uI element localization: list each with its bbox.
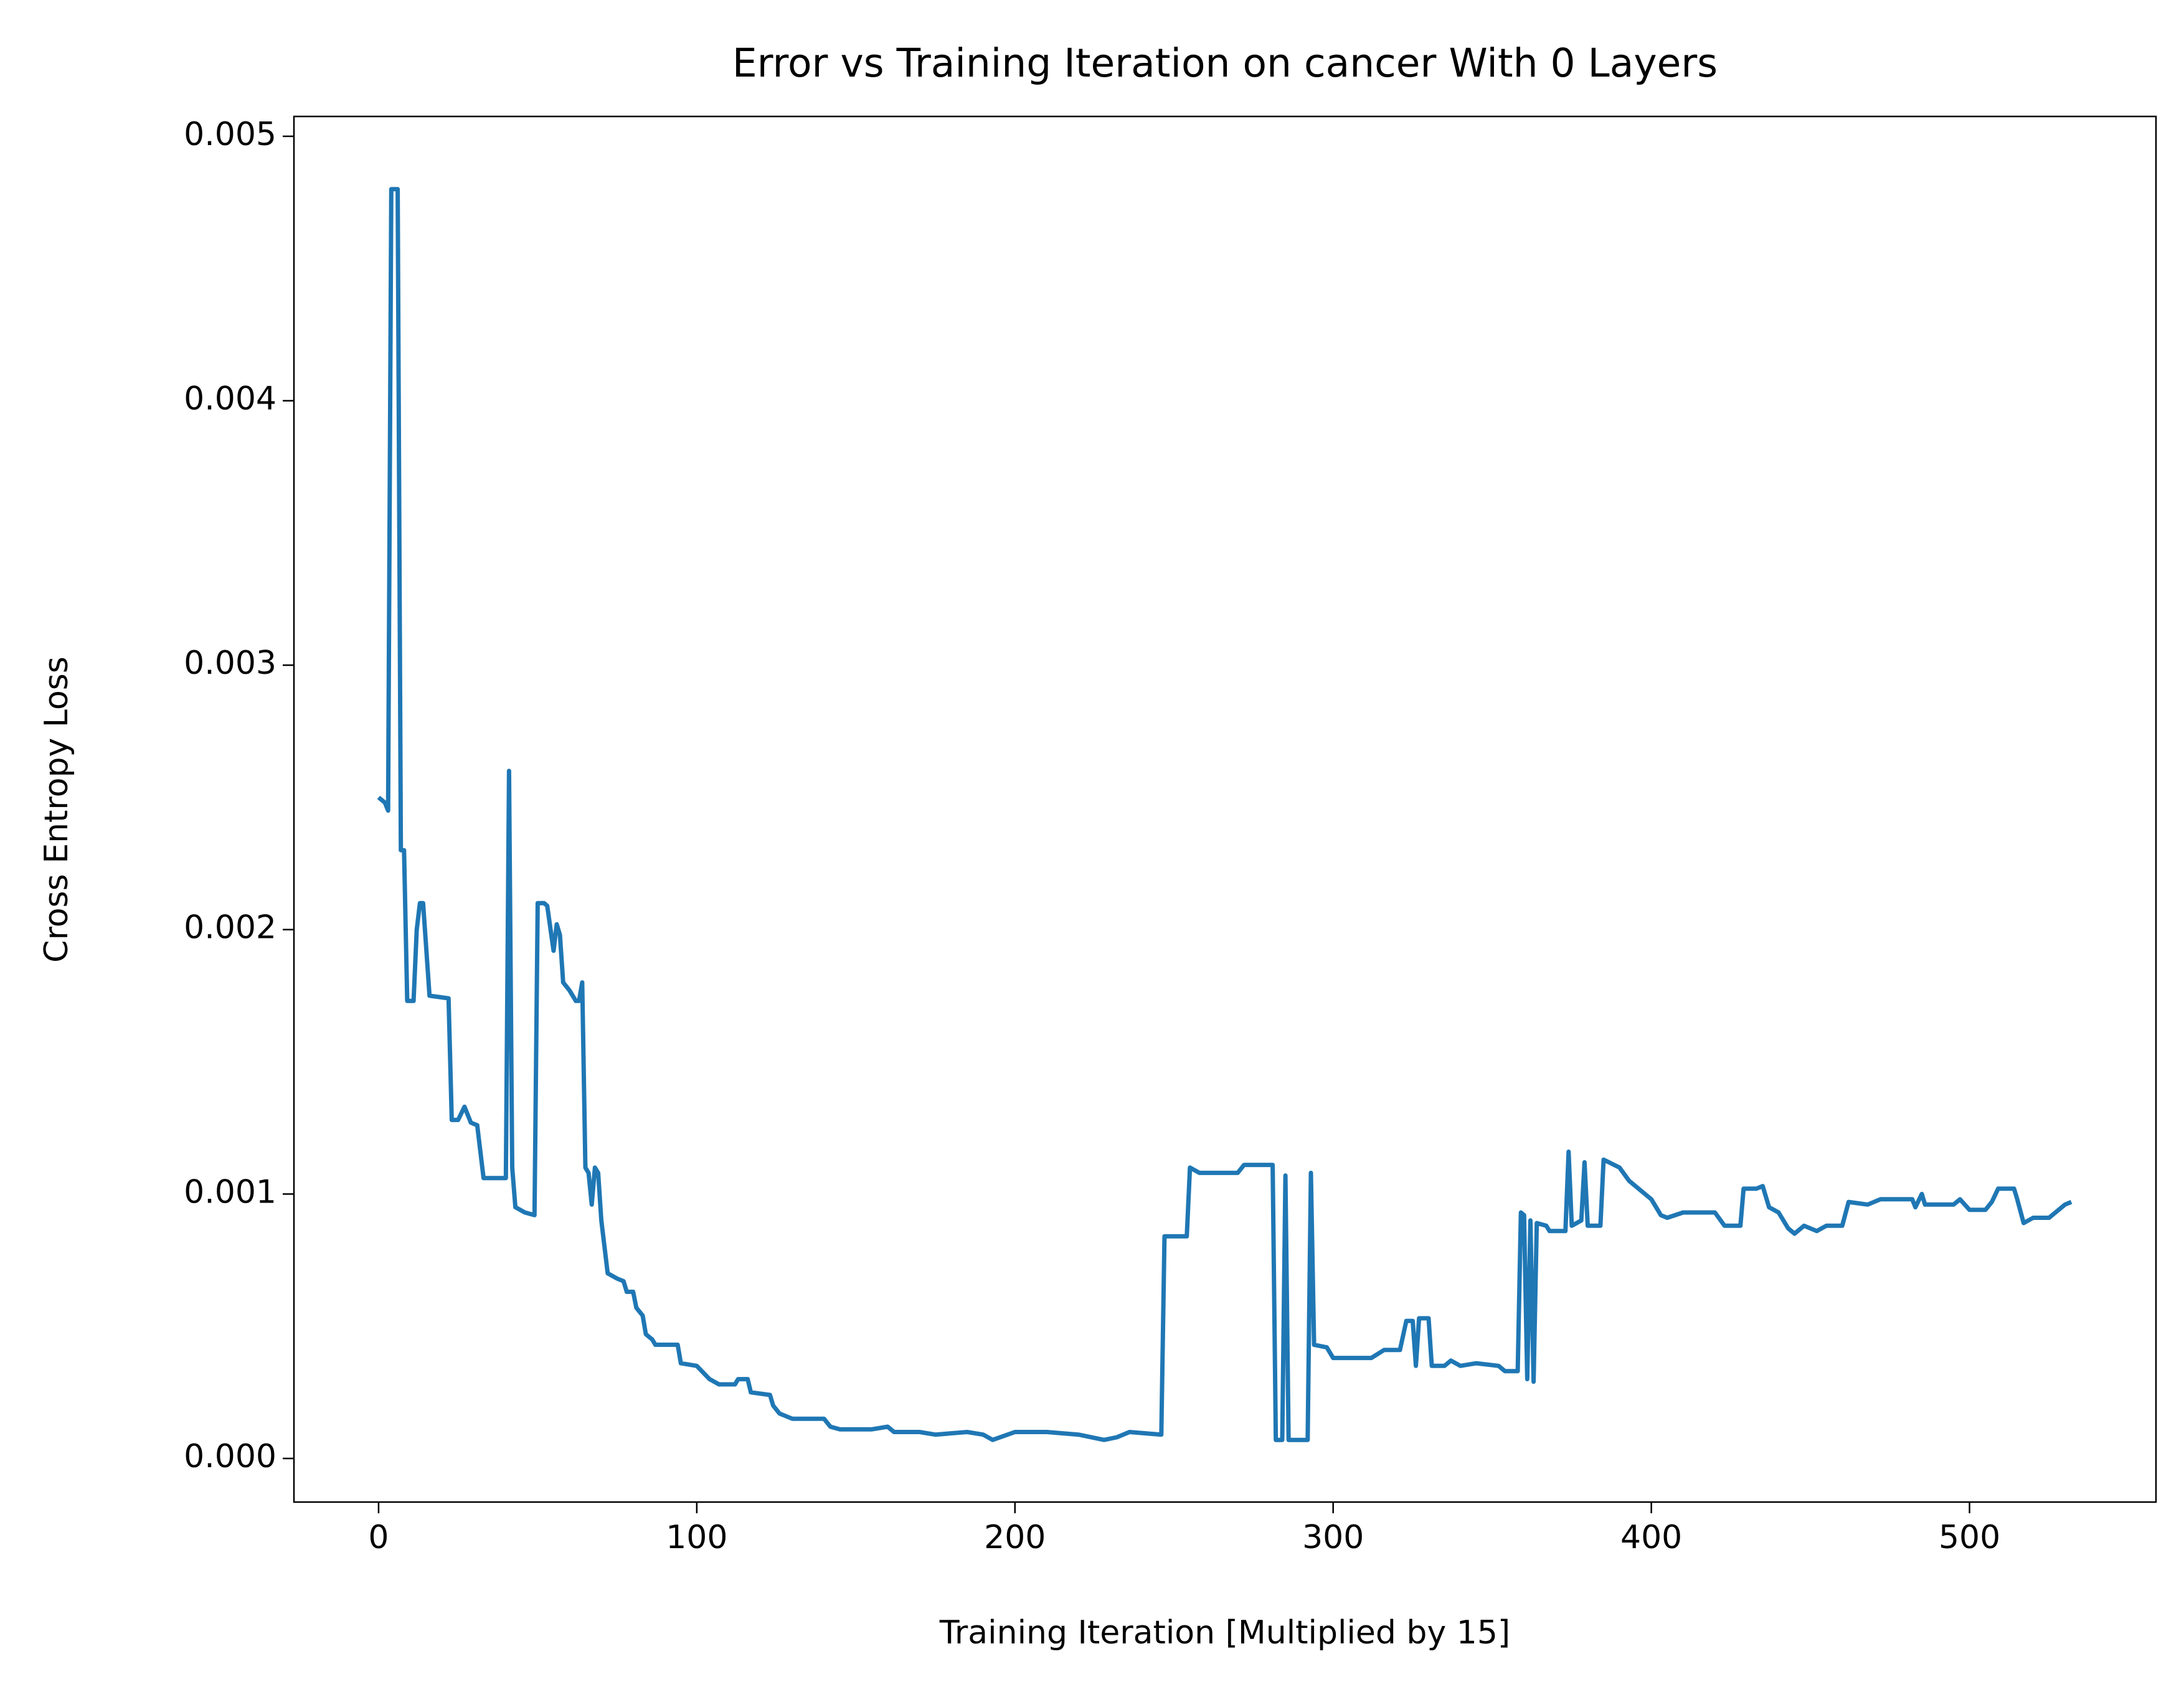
data-line <box>377 187 2073 1442</box>
y-tick-label: 0.002 <box>184 909 277 947</box>
x-tick-label: 400 <box>1620 1519 1682 1556</box>
y-axis-label: Cross Entropy Loss <box>38 656 75 963</box>
plot-frame <box>293 115 2157 1503</box>
y-tick-label: 0.005 <box>184 116 277 153</box>
x-tick-label: 500 <box>1939 1519 2000 1556</box>
chart-title: Error vs Training Iteration on cancer Wi… <box>732 40 1718 86</box>
y-tick-label: 0.000 <box>184 1438 277 1475</box>
y-tick-label: 0.001 <box>184 1173 277 1211</box>
x-axis-label: Training Iteration [Multiplied by 15] <box>939 1614 1510 1652</box>
x-tick-label: 300 <box>1302 1519 1364 1556</box>
x-tick-label: 100 <box>666 1519 727 1556</box>
x-tick-label: 0 <box>368 1519 389 1556</box>
y-tick-label: 0.003 <box>184 645 277 682</box>
y-tick-label: 0.004 <box>184 380 277 417</box>
x-tick-label: 200 <box>984 1519 1046 1556</box>
